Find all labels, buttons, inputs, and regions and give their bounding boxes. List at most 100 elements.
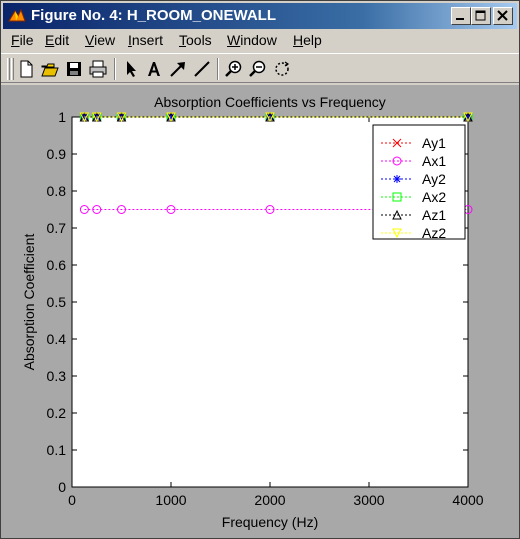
x-axis-label: Frequency (Hz) [222, 514, 318, 530]
zoom-in-button[interactable] [223, 58, 245, 80]
insert-line-button[interactable] [191, 58, 213, 80]
legend[interactable]: Ay1 Ax1 Ay2 Ax2 Az1 Az2 [372, 124, 466, 241]
menu-view-label: iew [94, 32, 116, 48]
menu-tools-accelerator: T [179, 32, 186, 48]
x-tick-label: 4000 [452, 492, 483, 508]
rotate-3d-button[interactable] [271, 58, 293, 80]
legend-marker-az1 [392, 209, 402, 220]
title-bar[interactable]: Figure No. 4: H_ROOM_ONEWALL [3, 3, 517, 29]
x-tick-label: 0 [68, 492, 76, 508]
zoom-out-button[interactable] [247, 58, 269, 80]
y-tick-label: 0.7 [47, 220, 67, 236]
y-tick-label: 0.4 [47, 331, 67, 347]
minimize-icon [456, 18, 464, 20]
x-tick-label: 1000 [155, 492, 186, 508]
y-tick-label: 0.6 [47, 257, 67, 273]
figure-canvas: Absorption Coefficients vs Frequency 0 0.… [1, 85, 519, 538]
y-tick-label: 0.1 [47, 442, 67, 458]
y-tick-label: 0.3 [47, 368, 67, 384]
data-point-ax1 [79, 205, 89, 214]
zoom-in-icon [225, 60, 242, 77]
menu-file-label: ile [19, 32, 34, 48]
menu-help-label: elp [303, 32, 322, 48]
menu-help[interactable]: Help [293, 32, 322, 48]
data-point-az2 [116, 112, 127, 123]
menu-edit-label: dit [54, 32, 70, 48]
menu-edit[interactable]: Edit [45, 32, 69, 48]
legend-label-ax2: Ax2 [422, 189, 446, 205]
rotate-3d-icon [275, 61, 290, 76]
data-point-ax1 [265, 205, 275, 214]
y-axis: 0 0.1 0.2 0.3 0.4 0.5 0.6 0.7 0.8 0.9 1 [47, 109, 468, 495]
menu-file-accelerator: F [11, 32, 20, 48]
menu-window-label: indow [240, 32, 277, 48]
legend-marker-ax1 [392, 156, 402, 166]
data-point-ay2 [167, 113, 175, 121]
series-az2 [79, 112, 473, 123]
x-tick-label: 3000 [353, 492, 384, 508]
menu-bar: File Edit View Insert Tools Window Help [1, 29, 519, 51]
diagonal-line-icon [194, 61, 210, 77]
zoom-out-icon [249, 60, 266, 77]
x-tick-label: 2000 [254, 492, 285, 508]
data-point-az2 [166, 112, 176, 123]
y-tick-label: 1 [58, 109, 66, 125]
maximize-icon [475, 10, 486, 21]
legend-box [372, 124, 466, 240]
chart-title: Absorption Coefficients vs Frequency [154, 94, 386, 110]
new-figure-button[interactable] [15, 58, 37, 80]
data-point-az2 [463, 112, 473, 123]
y-tick-label: 0.8 [47, 183, 67, 199]
close-icon [497, 10, 508, 21]
menu-file[interactable]: File [11, 32, 34, 48]
series-layer [79, 111, 473, 214]
data-point-az2 [91, 112, 102, 123]
legend-label-ay2: Ay2 [422, 171, 446, 187]
y-tick-label: 0.5 [47, 294, 67, 310]
legend-marker-ax2 [392, 192, 402, 202]
y-axis-label: Absorption Coefficient [21, 234, 37, 371]
close-button[interactable] [493, 7, 513, 25]
menu-insert-label: nsert [131, 32, 164, 48]
menu-view[interactable]: View [85, 32, 115, 48]
text-a-icon [148, 62, 160, 76]
menu-window-accelerator: W [227, 32, 241, 48]
x-axis: 0 1000 2000 3000 4000 [68, 117, 484, 508]
toolbar-grip-2[interactable] [11, 58, 14, 80]
toolbar-grip[interactable] [7, 58, 10, 80]
menu-window[interactable]: Window [227, 32, 277, 48]
y-tick-label: 0.2 [47, 405, 67, 421]
data-point-az2 [79, 112, 90, 123]
menu-edit-accelerator: E [45, 32, 55, 48]
menu-view-accelerator: V [85, 32, 95, 48]
insert-arrow-button[interactable] [167, 58, 189, 80]
chart-svg: Absorption Coefficients vs Frequency 0 0.… [21, 94, 484, 530]
open-folder-icon [41, 63, 59, 77]
legend-label-ay1: Ay1 [422, 135, 446, 151]
legend-marker-az2 [392, 228, 402, 239]
toolbar-separator [114, 58, 116, 80]
y-tick-label: 0.9 [47, 146, 67, 162]
menu-insert[interactable]: Insert [128, 32, 163, 48]
data-point-ax1 [117, 205, 126, 214]
pointer-arrow-icon [127, 61, 136, 77]
legend-label-az1: Az1 [422, 207, 446, 223]
save-button[interactable] [63, 58, 85, 80]
insert-text-button[interactable] [143, 58, 165, 80]
open-file-button[interactable] [39, 58, 61, 80]
menu-insert-accelerator: I [128, 32, 132, 48]
menu-help-accelerator: H [293, 32, 304, 48]
y-tick-label: 0 [58, 479, 66, 495]
legend-marker-ay1 [392, 138, 402, 148]
new-document-icon [20, 60, 33, 78]
data-point-az2 [265, 112, 275, 123]
minimize-button[interactable] [451, 7, 471, 25]
data-point-ay2 [464, 113, 472, 121]
maximize-button[interactable] [471, 7, 491, 25]
menu-tools[interactable]: Tools [179, 32, 212, 48]
menu-tools-label: ools [186, 32, 212, 48]
print-button[interactable] [87, 58, 109, 80]
select-arrow-button[interactable] [120, 58, 142, 80]
data-point-ax1 [166, 205, 176, 214]
